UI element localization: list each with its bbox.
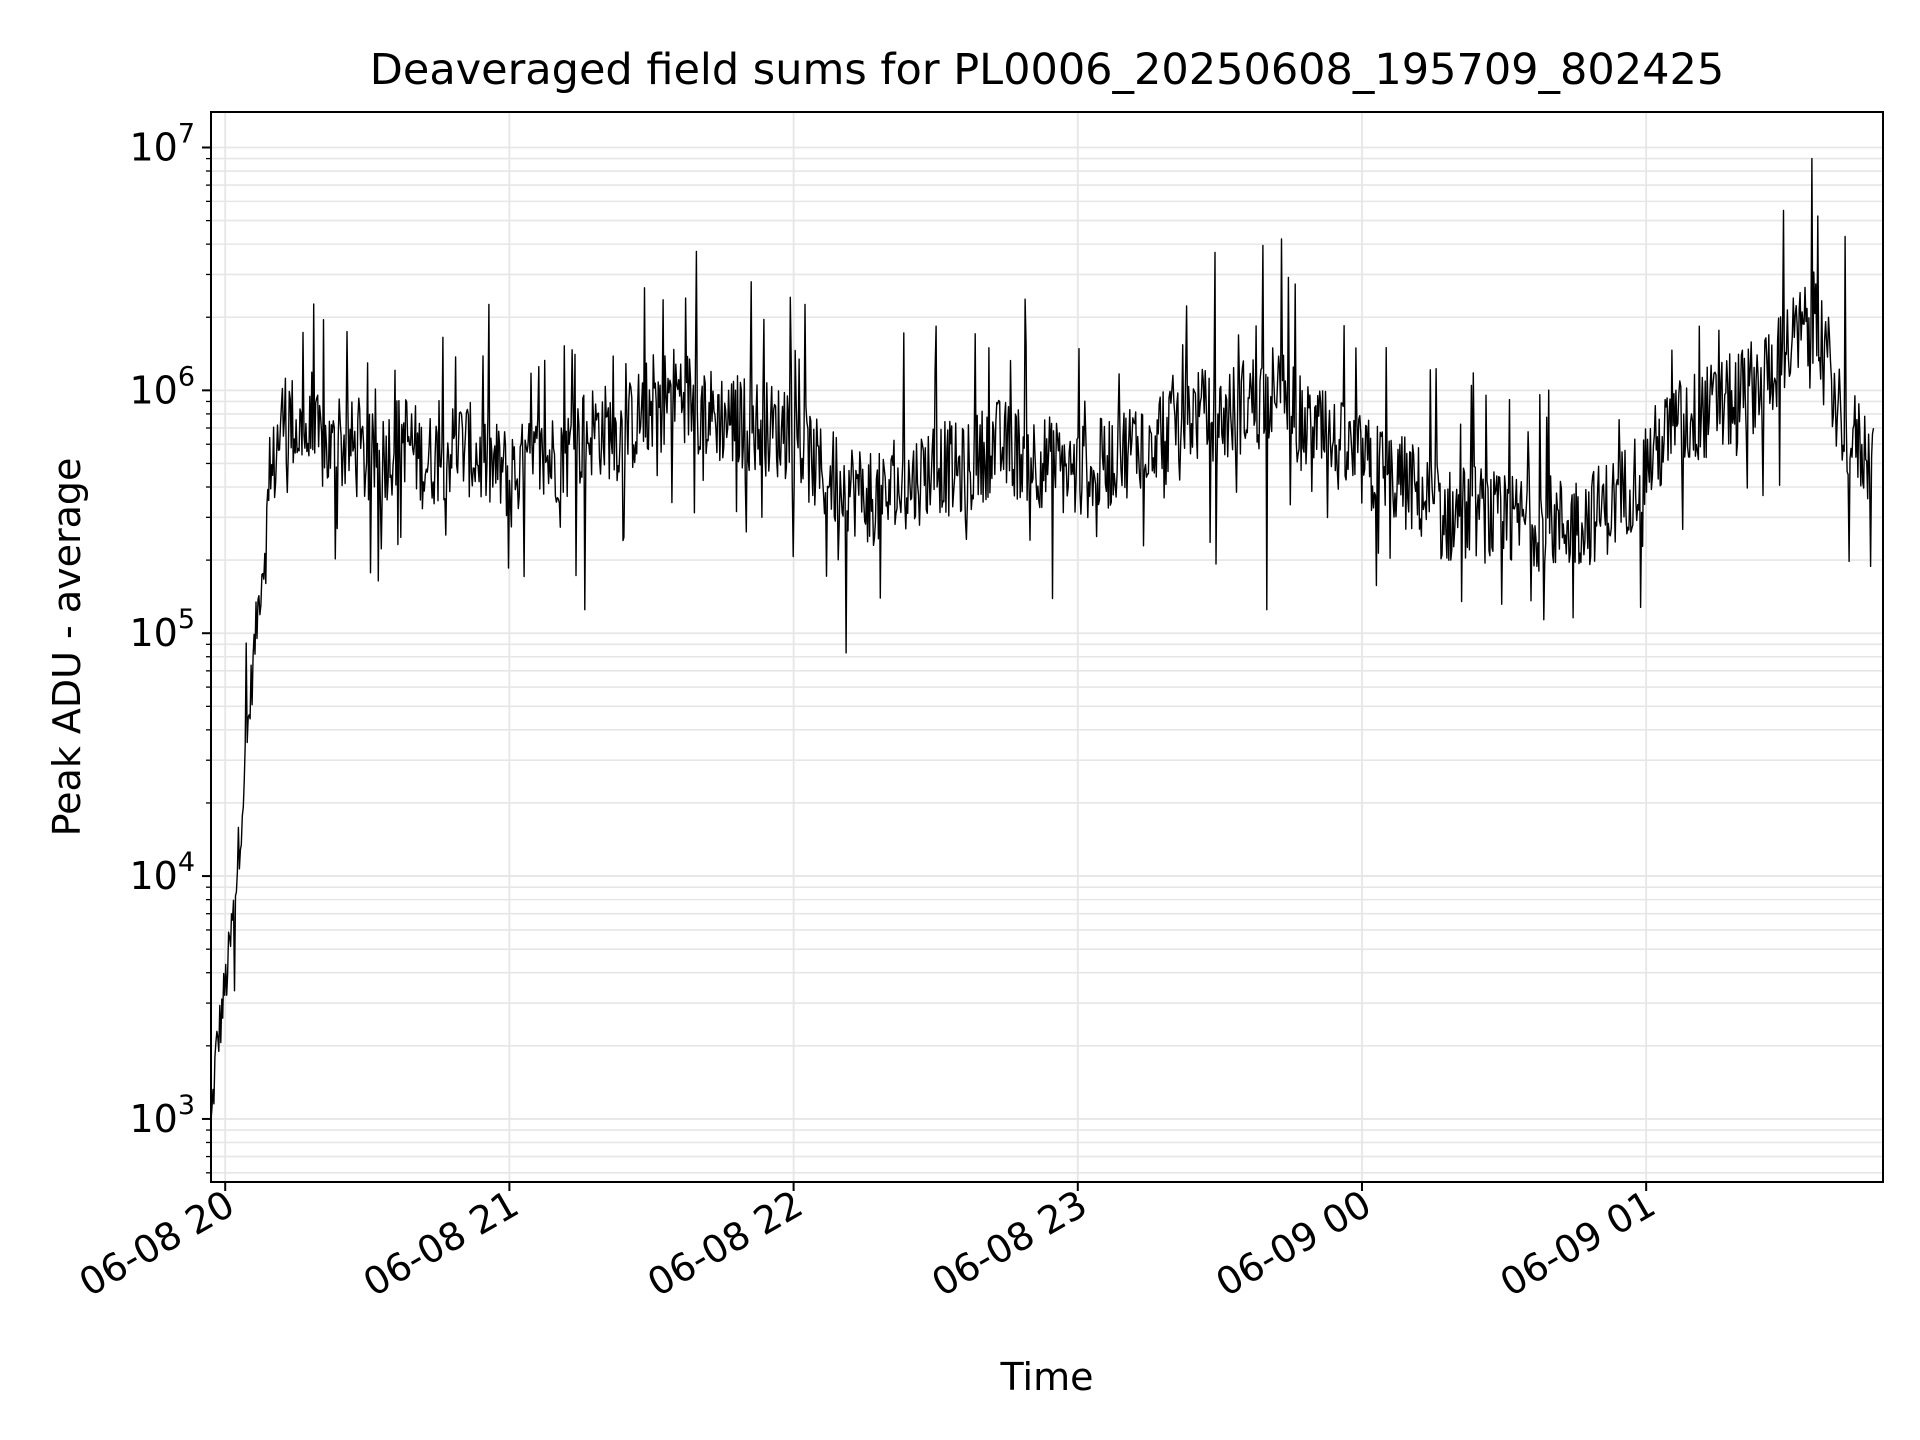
data-series-line: [210, 157, 1875, 1122]
y-axis-label: Peak ADU - average: [45, 458, 89, 837]
x-axis-label: Time: [1000, 1355, 1094, 1399]
y-tick-label: 104: [129, 847, 195, 898]
y-tick-label: 106: [129, 361, 195, 412]
y-tick-label: 105: [129, 604, 195, 655]
y-tick-label: 107: [129, 118, 195, 169]
plot-frame: [210, 111, 1884, 1183]
minor-gridlines: [211, 157, 1883, 1174]
chart-title: Deaveraged field sums for PL0006_2025060…: [370, 45, 1724, 95]
y-tick-label: 103: [129, 1090, 195, 1141]
y-axis-ticks: 103 104 105 106 107: [129, 118, 211, 1174]
major-gridlines: [211, 112, 1883, 1182]
